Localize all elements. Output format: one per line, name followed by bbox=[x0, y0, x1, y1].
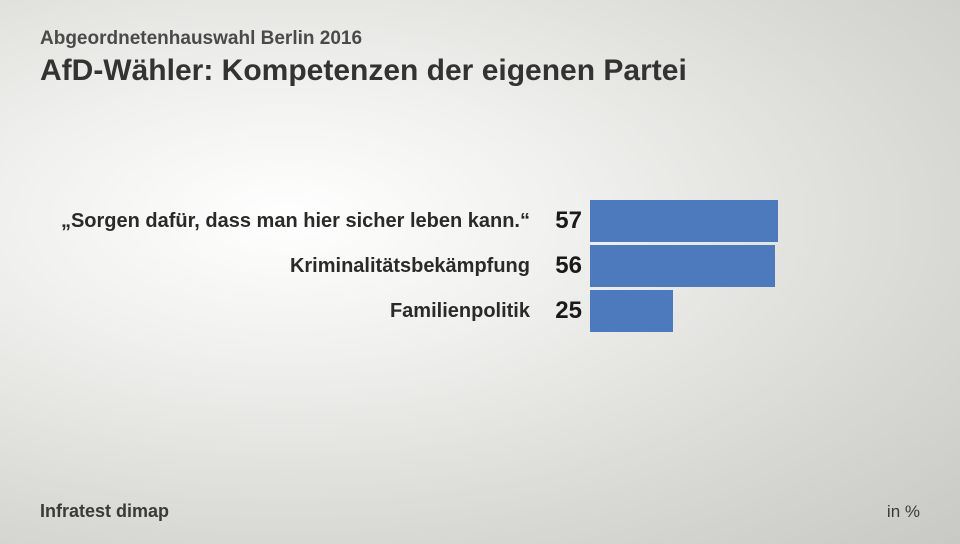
chart-row: Kriminalitätsbekämpfung 56 bbox=[40, 245, 920, 287]
bar-cell bbox=[590, 290, 920, 332]
bar bbox=[590, 290, 673, 332]
chart-row: Familienpolitik 25 bbox=[40, 290, 920, 332]
source-label: Infratest dimap bbox=[40, 501, 169, 522]
row-label: Kriminalitätsbekämpfung bbox=[40, 255, 540, 278]
chart-header: Abgeordnetenhauswahl Berlin 2016 AfD-Wäh… bbox=[0, 0, 960, 88]
unit-label: in % bbox=[887, 502, 920, 522]
bar bbox=[590, 245, 775, 287]
bar-cell bbox=[590, 245, 920, 287]
chart-footer: Infratest dimap in % bbox=[40, 501, 920, 522]
bar-chart: „Sorgen dafür, dass man hier sicher lebe… bbox=[40, 200, 920, 335]
chart-subtitle: Abgeordnetenhauswahl Berlin 2016 bbox=[40, 28, 920, 50]
row-value: 57 bbox=[540, 207, 590, 235]
row-value: 25 bbox=[540, 297, 590, 325]
chart-row: „Sorgen dafür, dass man hier sicher lebe… bbox=[40, 200, 920, 242]
bar-cell bbox=[590, 200, 920, 242]
row-value: 56 bbox=[540, 252, 590, 280]
chart-title: AfD-Wähler: Kompetenzen der eigenen Part… bbox=[40, 54, 920, 88]
bar bbox=[590, 200, 778, 242]
row-label: „Sorgen dafür, dass man hier sicher lebe… bbox=[40, 210, 540, 233]
row-label: Familienpolitik bbox=[40, 300, 540, 323]
